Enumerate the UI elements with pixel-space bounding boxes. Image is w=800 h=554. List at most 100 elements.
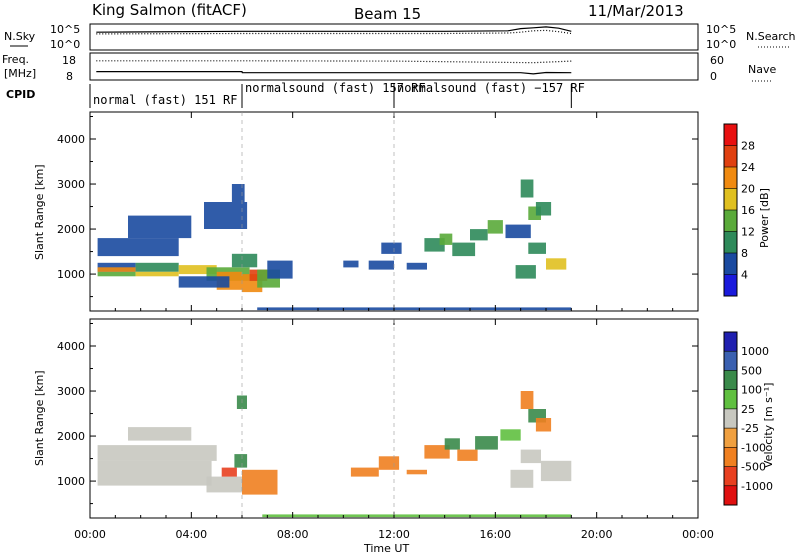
time-tick-label: 20:00: [581, 528, 613, 541]
range-tick-label: 2000: [57, 430, 85, 443]
station-title: King Salmon (fitACF): [92, 1, 247, 19]
power-colorbar-swatch: [724, 124, 737, 146]
scatter-echo: [343, 260, 359, 268]
time-tick-label: 00:00: [682, 528, 714, 541]
velocity-colorbar-tick-label: -100: [741, 441, 766, 454]
scatter-echo: [424, 445, 450, 459]
scatter-echo: [97, 271, 136, 277]
scatter-echo: [97, 460, 212, 486]
scatter-echo: [350, 467, 379, 477]
power-colorbar-tick-label: 16: [741, 204, 755, 217]
velocity-colorbar-tick-label: 1000: [741, 345, 769, 358]
range-tick-label: 1000: [57, 268, 85, 281]
scatter-echo: [444, 438, 460, 450]
scatter-echo: [510, 469, 534, 488]
power-colorbar-tick-label: 8: [741, 247, 748, 260]
scatter-echo: [178, 265, 217, 275]
range-tick-label: 4000: [57, 340, 85, 353]
power-heatmap: [97, 179, 572, 311]
cpid-mode-label: normal (fast) 151 RF: [93, 93, 238, 107]
scatter-echo: [221, 467, 237, 477]
range-tick-label: 4000: [57, 133, 85, 146]
scatter-echo: [234, 454, 248, 468]
velocity-colorbar-tick-label: 100: [741, 384, 762, 397]
scatter-echo: [381, 242, 402, 254]
scatter-echo: [178, 276, 230, 288]
mhz-label: [MHz]: [4, 67, 36, 80]
range-tick-label: 3000: [57, 178, 85, 191]
power-colorbar-swatch: [724, 167, 737, 189]
scatter-echo: [204, 202, 248, 229]
scatter-echo: [546, 258, 567, 270]
noise-left-bottom-tick: 10^0: [50, 38, 80, 51]
scatter-echo: [528, 242, 546, 254]
noise-panel: [89, 23, 699, 51]
cpid-mode-label: normalsound (fast) −157 RF: [397, 81, 585, 95]
power-colorbar-swatch: [724, 274, 737, 296]
velocity-colorbar-swatch: [724, 351, 737, 371]
velocity-colorbar-swatch: [724, 428, 737, 448]
time-axis: 00:00 04:00 08:00 12:00 16:00 20:00 00:00: [74, 528, 714, 541]
scatter-echo: [439, 233, 453, 245]
power-colorbar-title: Power [dB]: [758, 188, 771, 248]
scatter-echo: [520, 449, 541, 464]
power-axes: 1000 2000 3000 4000: [57, 112, 699, 311]
cpid-modes: normal (fast) 151 RF normalsound (fast) 1…: [89, 81, 585, 108]
scatter-echo: [206, 476, 242, 493]
scatter-echo: [540, 460, 572, 482]
nave-label: Nave: [748, 63, 776, 76]
freq-right-top-tick: 60: [710, 54, 724, 67]
scatter-echo: [520, 179, 534, 198]
noise-series: [96, 26, 572, 35]
power-colorbar-tick-label: 12: [741, 226, 755, 239]
scatter-echo: [535, 202, 552, 216]
power-colorbar-swatch: [724, 231, 737, 253]
freq-line-0: [96, 70, 572, 75]
velocity-yaxis-label: Slant Range [km]: [33, 370, 46, 466]
noise-left-top-tick: 10^5: [50, 23, 80, 36]
scatter-echo: [378, 456, 400, 470]
velocity-colorbar-swatch: [724, 408, 737, 429]
power-colorbar-swatch: [724, 145, 737, 167]
cpid-label: CPID: [6, 88, 35, 101]
noise-line-0: [96, 26, 572, 33]
beam-label: Beam 15: [354, 5, 421, 23]
velocity-colorbar: -1000 -500 -100 -25 25 100 500 1000: [723, 331, 773, 506]
time-tick-label: 04:00: [175, 528, 207, 541]
scatter-echo: [457, 449, 478, 461]
freq-left-top-tick: 18: [62, 54, 76, 67]
freq-right-bottom-tick: 0: [710, 70, 717, 83]
cpid-mode-label: normalsound (fast) 157 RF: [245, 81, 426, 95]
noise-right-bottom-tick: 10^0: [706, 38, 736, 51]
scatter-echo: [135, 271, 179, 277]
scatter-echo: [128, 215, 192, 239]
freq-series: [96, 60, 572, 75]
power-colorbar-swatch: [724, 210, 737, 232]
power-colorbar-tick-label: 20: [741, 183, 755, 196]
range-tick-label: 1000: [57, 475, 85, 488]
power-colorbar: 4 8 12 16 20 24 28: [723, 123, 755, 297]
velocity-colorbar-swatch: [724, 466, 737, 486]
velocity-colorbar-swatch: [724, 447, 737, 467]
scatter-echo: [242, 469, 278, 495]
date-label: 11/Mar/2013: [588, 2, 684, 20]
velocity-colorbar-swatch: [724, 332, 737, 352]
velocity-colorbar-tick-label: 500: [741, 364, 762, 377]
noise-line-1: [96, 29, 572, 35]
velocity-colorbar-swatch: [724, 389, 737, 409]
scatter-echo: [515, 265, 536, 279]
scatter-echo: [97, 267, 136, 272]
velocity-colorbar-tick-label: -500: [741, 461, 766, 474]
scatter-echo: [470, 229, 488, 241]
nsky-label: N.Sky: [4, 30, 36, 43]
range-tick-label: 2000: [57, 223, 85, 236]
scatter-echo: [535, 418, 552, 432]
freq-line-1: [96, 60, 572, 64]
scatter-echo: [487, 220, 503, 234]
power-colorbar-tick-label: 24: [741, 161, 755, 174]
noise-right-top-tick: 10^5: [706, 23, 736, 36]
scatter-echo: [475, 436, 498, 450]
scatter-echo: [452, 242, 476, 257]
velocity-colorbar-tick-label: -1000: [741, 480, 773, 493]
